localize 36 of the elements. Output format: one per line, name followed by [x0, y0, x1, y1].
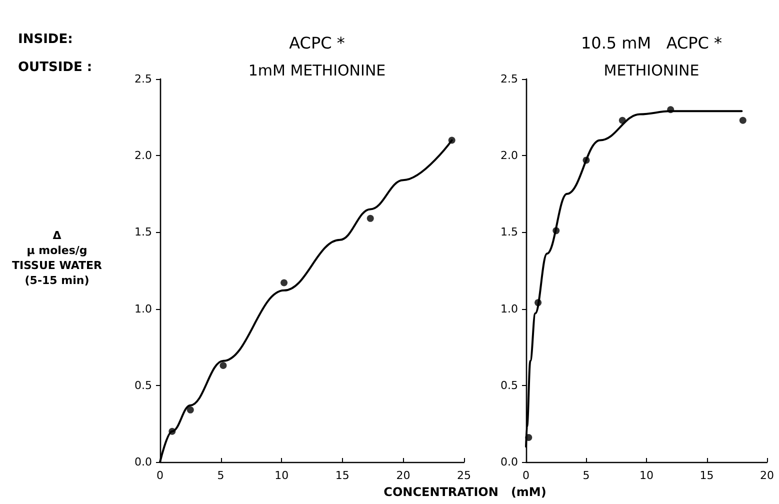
y-tick-label: 1.0 [134, 302, 152, 316]
x-axis-title: CONCENTRATION (mM) [384, 485, 546, 499]
y-axis-title: Δ μ moles/g TISSUE WATER (5-15 min) [12, 229, 103, 287]
point [366, 214, 374, 222]
y-tick-label: 0.5 [500, 378, 518, 392]
x-tick-label: 0 [156, 469, 164, 482]
point [186, 406, 194, 414]
x-tick-label: 15 [335, 469, 350, 482]
point [739, 116, 746, 124]
y-tick-label: 0.0 [134, 456, 152, 468]
y-tick-label: 2.5 [134, 72, 152, 86]
chart-subtitle: METHIONINE [604, 62, 700, 80]
x-tick-label: 20 [396, 469, 410, 482]
y-tick-label: 2.0 [500, 149, 518, 162]
y-tick-label: 1.5 [134, 226, 152, 239]
x-tick-label: 10 [640, 469, 654, 482]
x-tick-label: 15 [700, 469, 714, 482]
x-tick-label: 5 [582, 469, 590, 482]
x-tick-label: 5 [217, 469, 224, 482]
point [220, 362, 227, 369]
chart-title: 10.5 mM ACPC * [580, 34, 722, 52]
y-tick-label: 1.0 [500, 302, 518, 316]
y-tick-label: 0.0 [500, 456, 518, 468]
y-tick-label: 2.5 [500, 72, 518, 86]
x-tick-label: 25 [457, 469, 471, 482]
x-tick-label: 0 [522, 469, 530, 482]
text: INSIDE: [18, 32, 73, 47]
y-tick-label: 1.5 [500, 226, 518, 239]
y-tick-label: 2.0 [134, 149, 152, 162]
point [280, 279, 288, 286]
chart-title: ACPC * [289, 34, 345, 52]
x-tick-label: 20 [760, 469, 774, 482]
x-tick-label: 10 [274, 469, 289, 482]
text: OUTSIDE : [18, 60, 92, 75]
y-tick-label: 0.5 [134, 378, 152, 392]
chart-subtitle: 1mM METHIONINE [248, 62, 386, 80]
